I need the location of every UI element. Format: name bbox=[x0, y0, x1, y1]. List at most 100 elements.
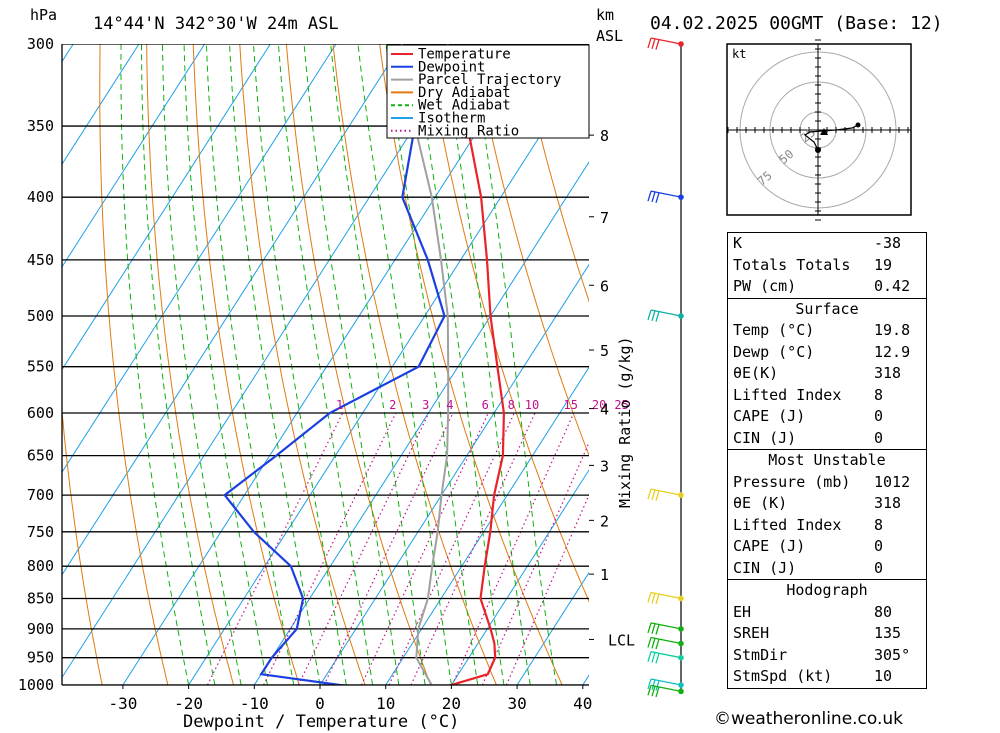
most-unstable-label: Lifted Index bbox=[733, 515, 842, 534]
legend-label: Mixing Ratio bbox=[418, 123, 519, 139]
wind-barb-staff bbox=[650, 190, 682, 198]
isotherm-line bbox=[122, 44, 534, 685]
dewpoint-profile bbox=[223, 44, 449, 685]
wet-adiabat-line bbox=[385, 44, 479, 685]
surface-row: Dewp (°C) 12.9 bbox=[728, 342, 926, 364]
wind-barb-flag bbox=[655, 311, 660, 322]
km-tick-label: 5 bbox=[600, 342, 609, 360]
wind-barb-flag bbox=[651, 685, 656, 697]
surface-row: θE(K) 318 bbox=[728, 363, 926, 385]
hodograph-stat-row: StmSpd (kt) 10 bbox=[728, 666, 926, 688]
mixing-ratio-line bbox=[297, 412, 430, 685]
pressure-tick-label: 400 bbox=[27, 188, 54, 206]
wind-barb bbox=[647, 651, 682, 664]
wind-barb-staff bbox=[650, 684, 682, 692]
wind-barb bbox=[647, 636, 682, 650]
legend-label: Wet Adiabat bbox=[418, 98, 511, 114]
isotherm-line bbox=[62, 44, 271, 371]
dry-adiabat-line bbox=[518, 44, 589, 303]
isotherm-line bbox=[188, 58, 589, 685]
mixing-ratio-line bbox=[263, 412, 397, 685]
hodograph-point bbox=[815, 147, 821, 153]
wind-barb-staff bbox=[650, 636, 682, 645]
wind-barb-flag bbox=[651, 191, 656, 203]
stats-panel: K -38 Totals Totals 19 PW (cm) 0.42 Surface T… bbox=[727, 232, 927, 689]
surface-label: θE(K) bbox=[733, 364, 779, 382]
wind-barb-flag bbox=[655, 653, 660, 664]
most-unstable-label: θE (K) bbox=[733, 494, 788, 512]
hodograph-stat-value: 80 bbox=[874, 602, 893, 621]
km-tick-label: 7 bbox=[600, 209, 609, 227]
km-tick-label: 3 bbox=[600, 457, 609, 475]
most-unstable-label: Pressure (mb) bbox=[733, 472, 851, 491]
surface-row: Lifted Index 8 bbox=[728, 385, 926, 407]
hodograph-stat-value: 135 bbox=[874, 624, 902, 642]
wind-barb bbox=[647, 591, 682, 605]
mixing-ratio-line bbox=[481, 441, 589, 685]
pressure-tick-label: 800 bbox=[27, 557, 54, 575]
wind-barb-flag bbox=[647, 592, 652, 603]
isotherm-line bbox=[62, 44, 468, 679]
wet-adiabat-line bbox=[141, 44, 216, 685]
legend-label: Dewpoint bbox=[418, 59, 485, 75]
wind-barb-flag bbox=[655, 593, 660, 605]
wind-barb-flag bbox=[655, 490, 660, 501]
wind-barb-flag bbox=[647, 190, 652, 202]
x-tick-label: -30 bbox=[108, 694, 137, 713]
wind-barb-staff bbox=[650, 37, 682, 45]
hodograph-stat-value: 10 bbox=[874, 667, 893, 685]
pressure-tick-label: 550 bbox=[27, 358, 54, 376]
hodograph-stat-row: StmDir 305° bbox=[728, 645, 926, 667]
lcl-label: LCL bbox=[608, 631, 635, 649]
pressure-tick-label: 600 bbox=[27, 404, 54, 422]
indices-box: K -38 Totals Totals 19 PW (cm) 0.42 bbox=[727, 232, 927, 299]
index-row: PW (cm) 0.42 bbox=[728, 276, 926, 298]
surface-label: Lifted Index bbox=[733, 385, 842, 404]
wind-barb bbox=[647, 37, 682, 50]
wind-barb-staff bbox=[650, 678, 682, 686]
index-label: PW (cm) bbox=[733, 277, 797, 295]
wind-barb bbox=[647, 678, 682, 691]
most-unstable-label: CAPE (J) bbox=[733, 537, 806, 555]
index-label: K bbox=[733, 234, 743, 252]
wind-barb bbox=[647, 309, 682, 322]
surface-row: CIN (J) 0 bbox=[728, 428, 926, 450]
x-tick-label: 30 bbox=[507, 694, 526, 713]
hodograph-stat-row: EH 80 bbox=[728, 602, 926, 624]
most-unstable-row: θE (K) 318 bbox=[728, 493, 926, 515]
wind-barb bbox=[647, 684, 682, 698]
wind-barb-flag bbox=[647, 488, 652, 500]
wind-barb-staff bbox=[650, 622, 682, 630]
legend-label: Isotherm bbox=[418, 111, 485, 127]
hodograph-trace bbox=[803, 124, 859, 151]
most-unstable-row: CAPE (J) 0 bbox=[728, 536, 926, 558]
pressure-tick-label: 850 bbox=[27, 589, 54, 607]
index-row: K -38 bbox=[728, 233, 926, 255]
wind-barb-flag bbox=[647, 651, 652, 662]
wind-barb-flag bbox=[647, 622, 652, 634]
index-value: 19 bbox=[874, 255, 893, 274]
surface-box: Surface Temp (°C) 19.8 Dewp (°C) 12.9 θE(K) 3… bbox=[727, 297, 927, 450]
credit-link[interactable]: ©weatheronline.co.uk bbox=[714, 709, 904, 729]
hodograph-stat-label: StmSpd (kt) bbox=[733, 667, 833, 685]
wind-barb-flag bbox=[651, 638, 656, 649]
dry-adiabat-line bbox=[192, 44, 300, 685]
surface-value: 0 bbox=[874, 428, 884, 447]
isotherm-line bbox=[516, 571, 589, 685]
surface-value: 318 bbox=[874, 364, 902, 382]
asl-label: ASL bbox=[596, 27, 623, 45]
pressure-tick-label: 1000 bbox=[18, 676, 54, 694]
pressure-tick-label: 350 bbox=[27, 117, 54, 135]
most-unstable-row: Lifted Index 8 bbox=[728, 515, 926, 537]
mixing-ratio-label: 20 bbox=[592, 398, 606, 412]
pressure-tick-label: 900 bbox=[27, 620, 54, 638]
wind-barb-flag bbox=[651, 593, 656, 604]
dry-adiabat-line bbox=[425, 44, 589, 603]
wind-barb bbox=[647, 622, 682, 635]
km-tick-label: 2 bbox=[600, 512, 609, 530]
most-unstable-row: Pressure (mb) 1012 bbox=[728, 472, 926, 494]
hpa-label: hPa bbox=[30, 6, 57, 24]
most-unstable-value: 0 bbox=[874, 558, 884, 577]
isotherm-line bbox=[319, 263, 589, 685]
wet-adiabat-line bbox=[303, 44, 400, 685]
